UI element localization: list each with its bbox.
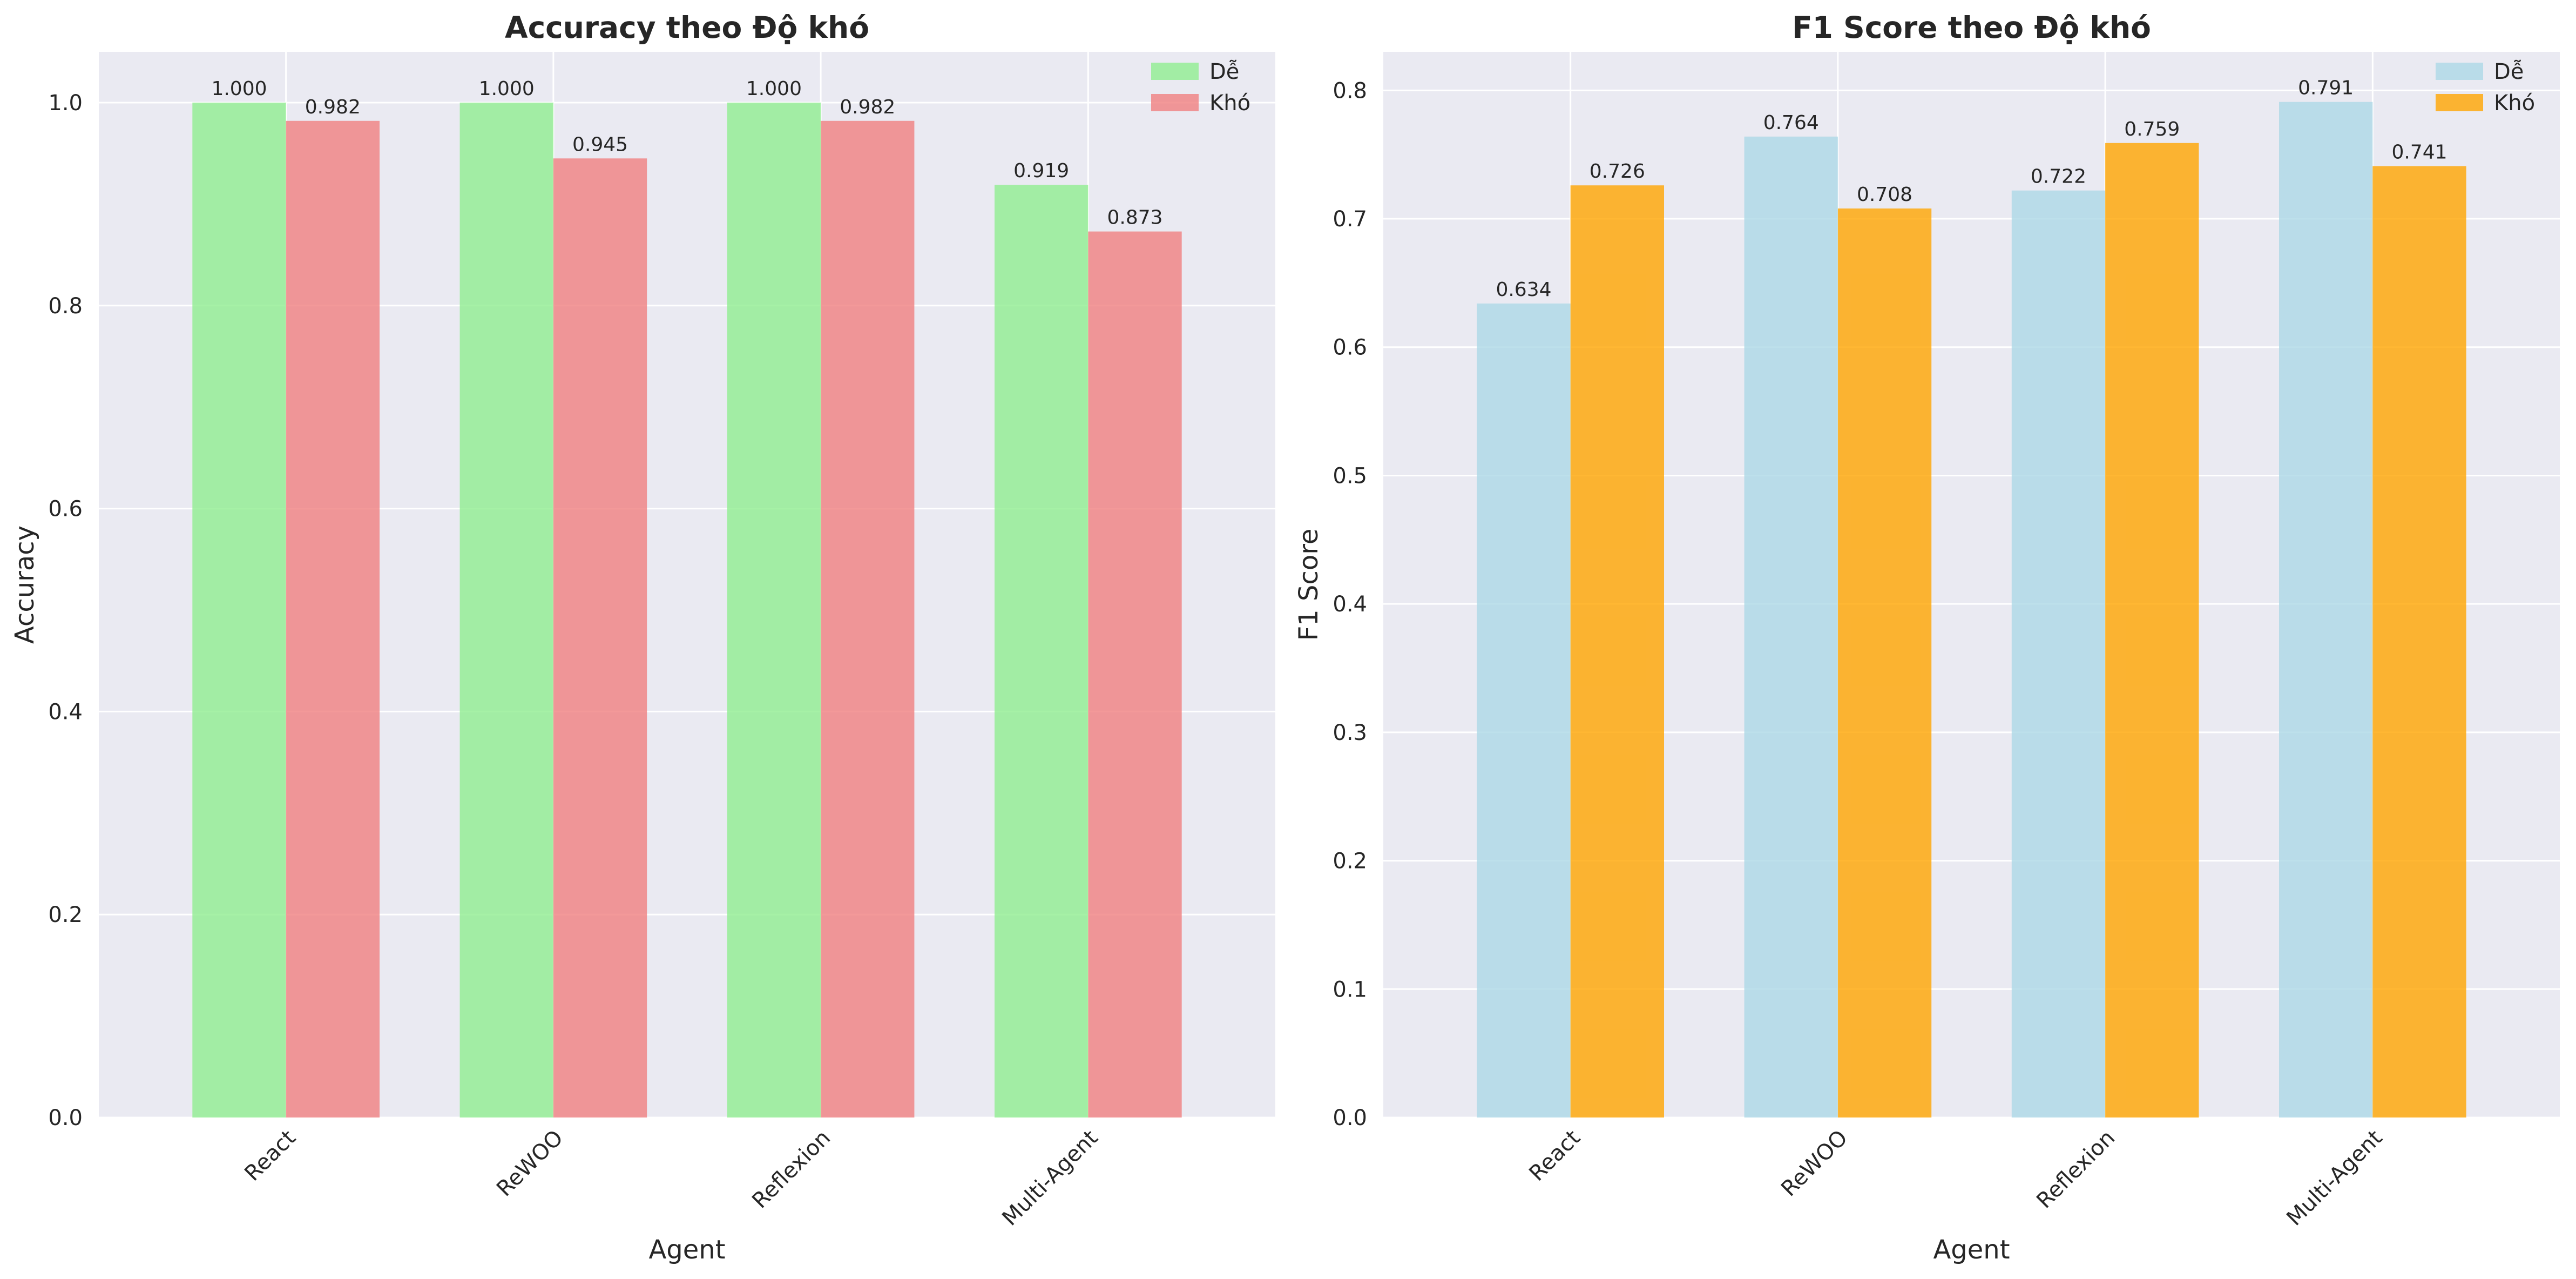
x-tick-label: ReWOO <box>1776 1126 1852 1202</box>
bar-khó-rewoo <box>553 158 647 1118</box>
x-tick-label: ReWOO <box>492 1126 568 1202</box>
y-tick-label: 0.2 <box>1333 849 1367 874</box>
y-tick-label: 0.6 <box>1333 335 1367 360</box>
x-axis-label: Agent <box>648 1235 725 1265</box>
value-label: 0.945 <box>572 133 628 156</box>
value-label: 0.982 <box>305 96 361 118</box>
value-label: 0.726 <box>1590 160 1645 183</box>
bar-dễ-rewoo <box>1744 136 1838 1118</box>
x-tick-label: Reflexion <box>2032 1126 2120 1214</box>
legend-label: Dễ <box>2494 59 2524 84</box>
bar-dễ-reflexion <box>2011 190 2106 1118</box>
bar-khó-react <box>286 120 380 1118</box>
legend: Dễ Khó <box>2436 59 2535 116</box>
y-tick-label: 0.3 <box>1333 721 1367 745</box>
bar-dễ-reflexion <box>727 102 821 1118</box>
y-axis-label: F1 Score <box>1294 529 1324 641</box>
value-label: 0.764 <box>1763 112 1819 134</box>
legend-swatch-khó <box>1151 94 1199 111</box>
legend-swatch-dễ <box>2436 63 2483 80</box>
value-label: 1.000 <box>746 78 802 100</box>
y-tick-label: 1.0 <box>48 91 83 116</box>
bar-dễ-multi-agent <box>995 185 1088 1118</box>
y-tick-label: 0.6 <box>48 497 83 522</box>
x-tick-label: Multi-Agent <box>997 1126 1103 1231</box>
value-label: 0.722 <box>2031 166 2086 188</box>
value-label: 0.634 <box>1496 279 1551 301</box>
y-axis-label: Accuracy <box>10 526 40 644</box>
accuracy-chart: 1.000 1.000 1.000 0.919 0.982 0.945 0.982 0.873… <box>10 10 1275 1265</box>
value-label: 0.919 <box>1013 160 1069 182</box>
legend-label: Khó <box>2494 91 2535 116</box>
value-label: 0.741 <box>2391 142 2447 164</box>
x-tick-label: React <box>240 1126 300 1186</box>
bar-khó-reflexion <box>2105 143 2199 1118</box>
chart-title: F1 Score theo Độ khó <box>1792 10 2151 45</box>
y-tick-label: 0.4 <box>1333 592 1367 617</box>
y-tick-label: 0.8 <box>1333 78 1367 103</box>
y-tick-label: 0.0 <box>1333 1106 1367 1130</box>
bar-khó-reflexion <box>821 120 915 1118</box>
value-label: 0.791 <box>2298 77 2354 99</box>
x-axis-label: Agent <box>1933 1235 2010 1265</box>
bar-khó-multi-agent <box>2372 166 2466 1118</box>
bar-khó-multi-agent <box>1088 231 1182 1118</box>
y-tick-label: 0.2 <box>48 903 83 927</box>
y-tick-label: 0.0 <box>48 1106 83 1130</box>
y-tick-label: 0.1 <box>1333 977 1367 1002</box>
y-tick-label: 0.5 <box>1333 463 1367 488</box>
legend-label: Khó <box>1209 91 1250 116</box>
x-tick-label: Multi-Agent <box>2282 1126 2387 1231</box>
value-label: 0.759 <box>2124 118 2180 140</box>
y-tick-label: 0.8 <box>48 294 83 319</box>
value-label: 1.000 <box>479 78 535 100</box>
bar-dễ-multi-agent <box>2279 102 2373 1118</box>
value-label: 0.982 <box>840 96 895 118</box>
value-label: 0.873 <box>1107 207 1162 229</box>
x-tick-label: React <box>1524 1126 1585 1186</box>
bar-dễ-react <box>192 102 286 1118</box>
legend-swatch-khó <box>2436 94 2483 111</box>
bar-khó-react <box>1570 185 1664 1118</box>
legend-swatch-dễ <box>1151 63 1199 80</box>
value-label: 0.708 <box>1857 184 1912 206</box>
bar-dễ-rewoo <box>459 102 553 1118</box>
value-label: 1.000 <box>211 78 267 100</box>
bar-dễ-react <box>1477 303 1571 1118</box>
chart-title: Accuracy theo Độ khó <box>505 10 869 45</box>
f1-score-chart: 0.634 0.764 0.722 0.791 0.726 0.708 0.759 0.741… <box>1294 10 2560 1265</box>
y-tick-label: 0.4 <box>48 699 83 724</box>
y-tick-label: 0.7 <box>1333 207 1367 232</box>
bar-khó-rewoo <box>1837 208 1932 1118</box>
legend: Dễ Khó <box>1151 59 1250 116</box>
legend-label: Dễ <box>1209 59 1239 84</box>
x-tick-label: Reflexion <box>747 1126 835 1214</box>
